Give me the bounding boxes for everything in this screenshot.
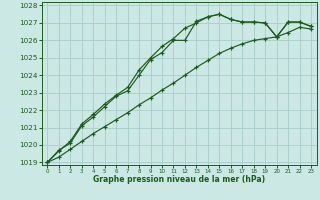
X-axis label: Graphe pression niveau de la mer (hPa): Graphe pression niveau de la mer (hPa) <box>93 175 265 184</box>
